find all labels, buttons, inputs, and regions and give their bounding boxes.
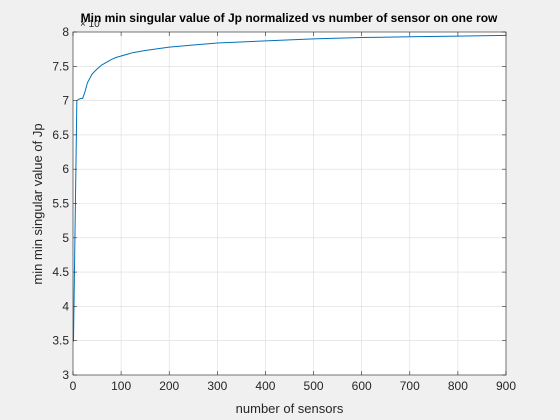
x-tick-label: 500 bbox=[304, 379, 324, 393]
x-tick-label: 400 bbox=[255, 379, 275, 393]
y-tick-label: 3 bbox=[62, 368, 69, 382]
grid bbox=[72, 31, 507, 376]
x-tick-label: 800 bbox=[448, 379, 468, 393]
x-tick-label: 700 bbox=[400, 379, 420, 393]
y-tick-label: 7.5 bbox=[52, 59, 69, 73]
series-line bbox=[72, 34, 507, 342]
y-tick-label: 3.5 bbox=[52, 334, 69, 348]
x-tick-label: 200 bbox=[159, 379, 179, 393]
x-tick-label: 100 bbox=[111, 379, 131, 393]
x-tick-label: 900 bbox=[496, 379, 516, 393]
ticks bbox=[72, 31, 507, 376]
x-tick-label: 600 bbox=[352, 379, 372, 393]
y-tick-label: 5 bbox=[62, 231, 69, 245]
y-tick-label: 4 bbox=[62, 299, 69, 313]
y-tick-labels: 3 3.5 4 4.5 5 5.5 6 6.5 7 7.5 8 bbox=[52, 25, 69, 382]
x-axis-label: number of sensors bbox=[236, 401, 344, 416]
y-tick-label: 7 bbox=[62, 94, 69, 108]
y-tick-label: 5.5 bbox=[52, 197, 69, 211]
y-tick-label: 8 bbox=[62, 25, 69, 39]
y-tick-label: 6.5 bbox=[52, 128, 69, 142]
y-exponent-label: × 10 bbox=[80, 19, 100, 30]
x-tick-label: 0 bbox=[70, 379, 77, 393]
x-tick-labels: 0 100 200 300 400 500 600 700 800 900 bbox=[70, 379, 517, 393]
x-tick-label: 300 bbox=[207, 379, 227, 393]
y-tick-label: 4.5 bbox=[52, 265, 69, 279]
chart-title: Min min singular value of Jp normalized … bbox=[81, 11, 498, 25]
y-axis-label: min min singular value of Jp bbox=[30, 123, 45, 284]
y-tick-label: 6 bbox=[62, 162, 69, 176]
